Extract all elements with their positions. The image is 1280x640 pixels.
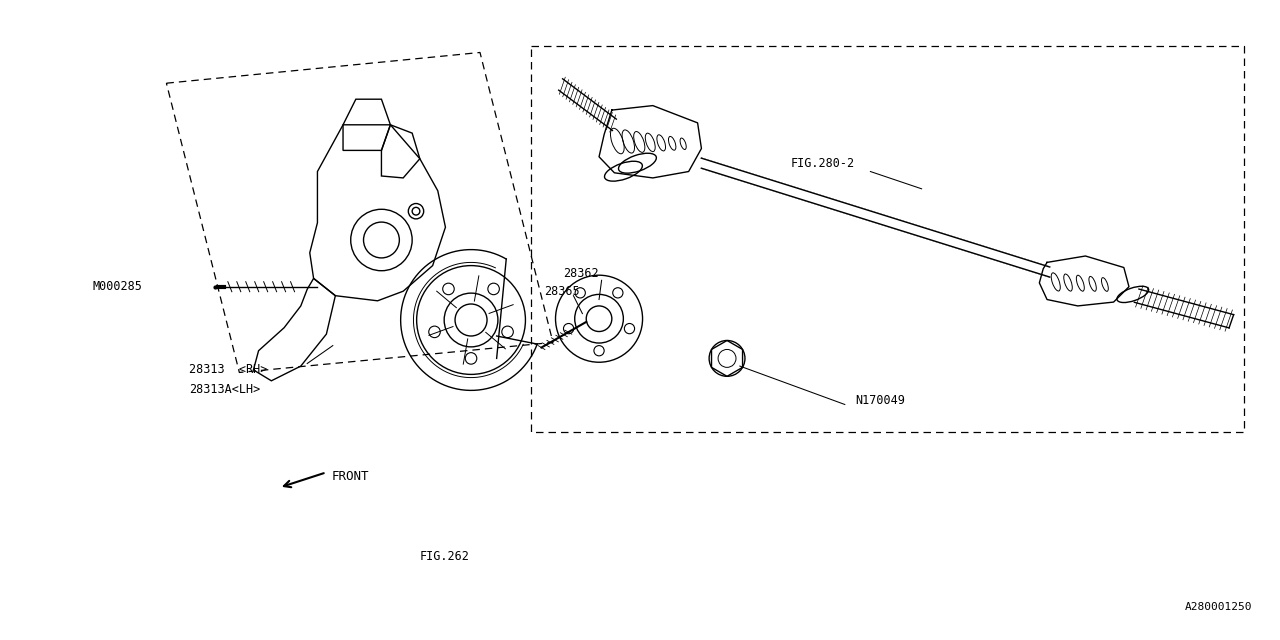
Text: 28362: 28362	[563, 268, 599, 280]
Text: FRONT: FRONT	[332, 470, 369, 483]
Text: M000285: M000285	[92, 280, 142, 293]
Text: 28313  <RH>: 28313 <RH>	[189, 364, 268, 376]
Text: FIG.262: FIG.262	[420, 550, 470, 563]
Text: 28313A<LH>: 28313A<LH>	[189, 383, 261, 396]
Text: A280001250: A280001250	[1184, 602, 1252, 612]
Text: FIG.280-2: FIG.280-2	[791, 157, 855, 170]
Text: N170049: N170049	[855, 394, 905, 406]
Polygon shape	[701, 158, 1050, 277]
Text: 28365: 28365	[544, 285, 580, 298]
